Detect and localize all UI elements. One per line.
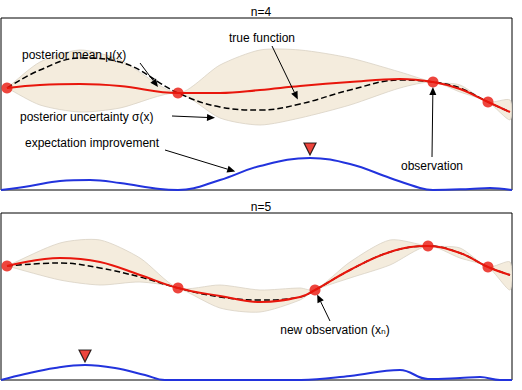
svg-text:posterior uncertainty σ(x): posterior uncertainty σ(x) — [20, 110, 153, 124]
svg-text:expectation improvement: expectation improvement — [25, 136, 160, 150]
svg-text:n=4: n=4 — [251, 5, 272, 19]
svg-text:true function: true function — [229, 31, 295, 45]
svg-text:observation: observation — [401, 159, 463, 173]
svg-text:n=5: n=5 — [251, 200, 272, 214]
svg-text:new observation (xₙ): new observation (xₙ) — [280, 323, 390, 337]
svg-text:posterior mean μ(x): posterior mean μ(x) — [22, 48, 126, 62]
